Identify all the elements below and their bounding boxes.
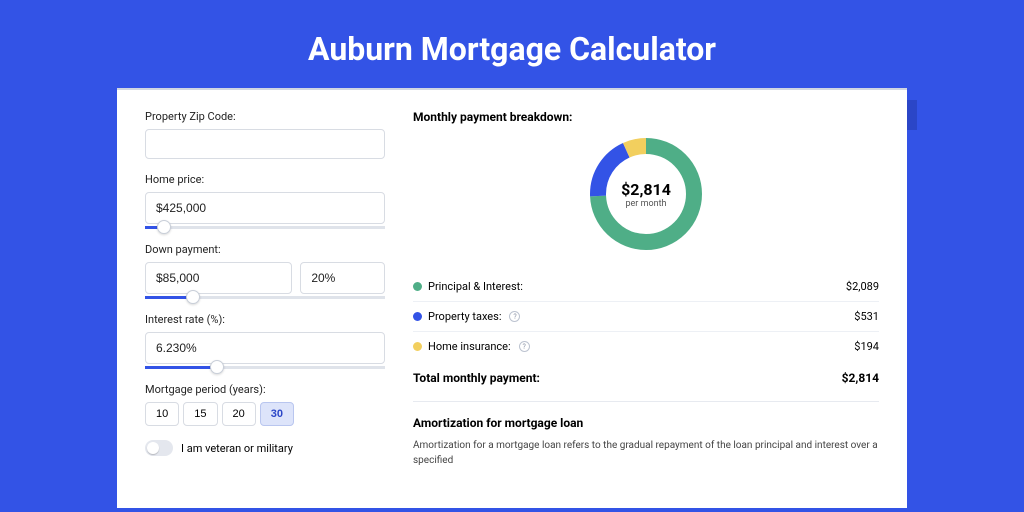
info-icon[interactable]: ? — [519, 341, 530, 352]
amortization-title: Amortization for mortgage loan — [413, 416, 879, 430]
period-btn-15[interactable]: 15 — [183, 402, 217, 426]
zip-label: Property Zip Code: — [145, 110, 385, 123]
rate-slider[interactable] — [145, 366, 385, 369]
legend-label: Property taxes: — [428, 310, 501, 323]
card-shadow — [907, 100, 917, 130]
donut-value: $2,814 — [621, 180, 671, 199]
period-btn-20[interactable]: 20 — [222, 402, 256, 426]
legend-value: $194 — [854, 340, 879, 353]
legend-dot — [413, 282, 422, 291]
price-input[interactable] — [145, 192, 385, 224]
total-value: $2,814 — [842, 371, 879, 385]
price-slider-thumb[interactable] — [157, 220, 171, 234]
legend-label: Principal & Interest: — [428, 280, 523, 293]
amortization-text: Amortization for a mortgage loan refers … — [413, 438, 879, 468]
rate-slider-thumb[interactable] — [210, 360, 224, 374]
legend-value: $531 — [854, 310, 879, 323]
period-btn-30[interactable]: 30 — [260, 402, 294, 426]
page-title: Auburn Mortgage Calculator — [0, 0, 1024, 88]
legend-dot — [413, 312, 422, 321]
legend: Principal & Interest: $2,089 Property taxe… — [413, 272, 879, 361]
veteran-row: I am veteran or military — [145, 440, 385, 456]
down-label: Down payment: — [145, 243, 385, 256]
veteran-label: I am veteran or military — [181, 442, 293, 455]
period-buttons: 10152030 — [145, 402, 385, 426]
period-label: Mortgage period (years): — [145, 383, 385, 396]
rate-input[interactable] — [145, 332, 385, 364]
donut-sub: per month — [625, 199, 666, 209]
rate-label: Interest rate (%): — [145, 313, 385, 326]
donut-chart: $2,814 per month — [586, 134, 706, 254]
legend-dot — [413, 342, 422, 351]
zip-input[interactable] — [145, 129, 385, 159]
form-column: Property Zip Code: Home price: Down paym… — [145, 110, 385, 488]
legend-label: Home insurance: — [428, 340, 511, 353]
legend-row: Property taxes:? $531 — [413, 302, 879, 332]
rate-slider-fill — [145, 366, 217, 369]
calculator-card: Property Zip Code: Home price: Down paym… — [117, 88, 907, 508]
legend-value: $2,089 — [846, 280, 879, 293]
price-slider[interactable] — [145, 226, 385, 229]
amortization-section: Amortization for mortgage loan Amortizat… — [413, 401, 879, 468]
donut-chart-wrap: $2,814 per month — [413, 134, 879, 254]
zip-field-group: Property Zip Code: — [145, 110, 385, 159]
down-slider[interactable] — [145, 296, 385, 299]
down-slider-thumb[interactable] — [186, 290, 200, 304]
legend-row: Principal & Interest: $2,089 — [413, 272, 879, 302]
period-field-group: Mortgage period (years): 10152030 — [145, 383, 385, 426]
down-field-group: Down payment: — [145, 243, 385, 299]
price-field-group: Home price: — [145, 173, 385, 229]
price-label: Home price: — [145, 173, 385, 186]
info-icon[interactable]: ? — [509, 311, 520, 322]
veteran-toggle[interactable] — [145, 440, 173, 456]
period-btn-10[interactable]: 10 — [145, 402, 179, 426]
down-amount-input[interactable] — [145, 262, 292, 294]
total-row: Total monthly payment: $2,814 — [413, 361, 879, 385]
rate-field-group: Interest rate (%): — [145, 313, 385, 369]
breakdown-title: Monthly payment breakdown: — [413, 110, 879, 124]
legend-row: Home insurance:? $194 — [413, 332, 879, 361]
breakdown-column: Monthly payment breakdown: $2,814 per mo… — [413, 110, 879, 488]
down-pct-input[interactable] — [300, 262, 385, 294]
total-label: Total monthly payment: — [413, 371, 540, 385]
